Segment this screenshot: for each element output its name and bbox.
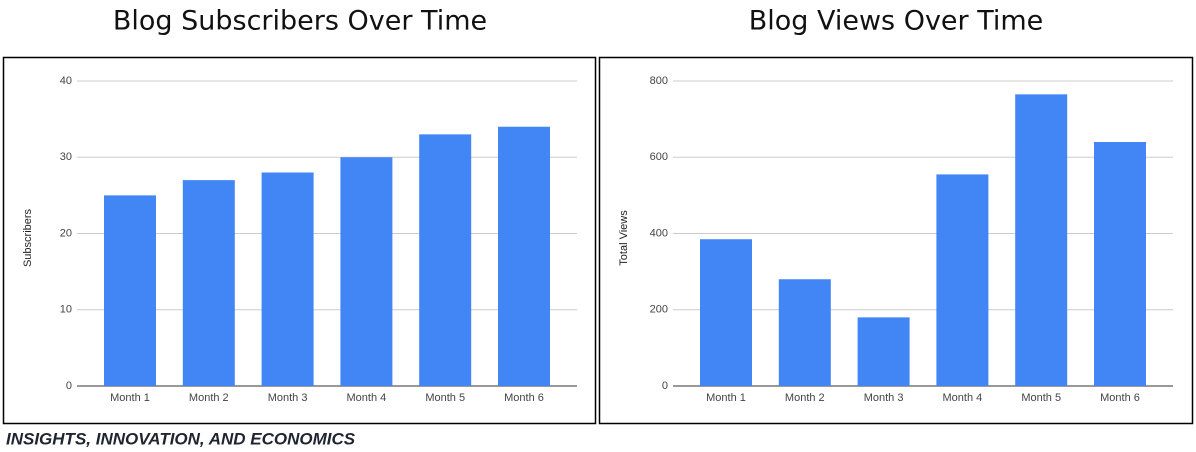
y-tick-label: 30 <box>60 151 72 163</box>
x-tick-label: Month 5 <box>1021 392 1061 404</box>
x-tick-label: Month 6 <box>504 392 544 404</box>
chart-frame <box>2 56 597 425</box>
bar <box>1094 142 1146 386</box>
bar <box>340 157 393 386</box>
y-tick-label: 400 <box>650 227 668 239</box>
y-tick-label: 10 <box>60 304 72 316</box>
x-tick-label: Month 2 <box>189 392 229 404</box>
bar <box>261 172 314 386</box>
bar <box>419 134 472 386</box>
y-axis-label: Total Views <box>618 210 630 266</box>
x-tick-label: Month 1 <box>110 392 150 404</box>
y-tick-label: 40 <box>60 75 72 87</box>
y-tick-label: 0 <box>66 380 72 392</box>
chart-title: Blog Views Over Time <box>749 6 1044 37</box>
bar <box>182 180 235 386</box>
x-tick-label: Month 2 <box>785 392 825 404</box>
y-tick-label: 600 <box>650 151 668 163</box>
x-tick-label: Month 5 <box>425 392 465 404</box>
x-tick-label: Month 6 <box>1100 392 1140 404</box>
x-tick-label: Month 4 <box>347 392 387 404</box>
y-axis-label: Subscribers <box>22 208 34 267</box>
y-tick-label: 0 <box>662 380 668 392</box>
bar <box>700 239 752 386</box>
bar <box>498 126 550 386</box>
y-tick-label: 800 <box>650 75 668 87</box>
bar <box>778 279 831 386</box>
x-tick-label: Month 4 <box>943 392 983 404</box>
bar <box>857 317 910 386</box>
bar <box>104 195 156 386</box>
x-tick-label: Month 3 <box>864 392 904 404</box>
bar <box>1015 94 1068 386</box>
x-tick-label: Month 3 <box>268 392 308 404</box>
chart-frame <box>598 56 1194 425</box>
chart-title: Blog Subscribers Over Time <box>113 6 487 37</box>
y-tick-label: 200 <box>650 304 668 316</box>
bar <box>936 174 989 386</box>
x-tick-label: Month 1 <box>706 392 746 404</box>
footer: INSIGHTS, INNOVATION, AND ECONOMICS <box>6 429 356 448</box>
y-tick-label: 20 <box>60 227 72 239</box>
